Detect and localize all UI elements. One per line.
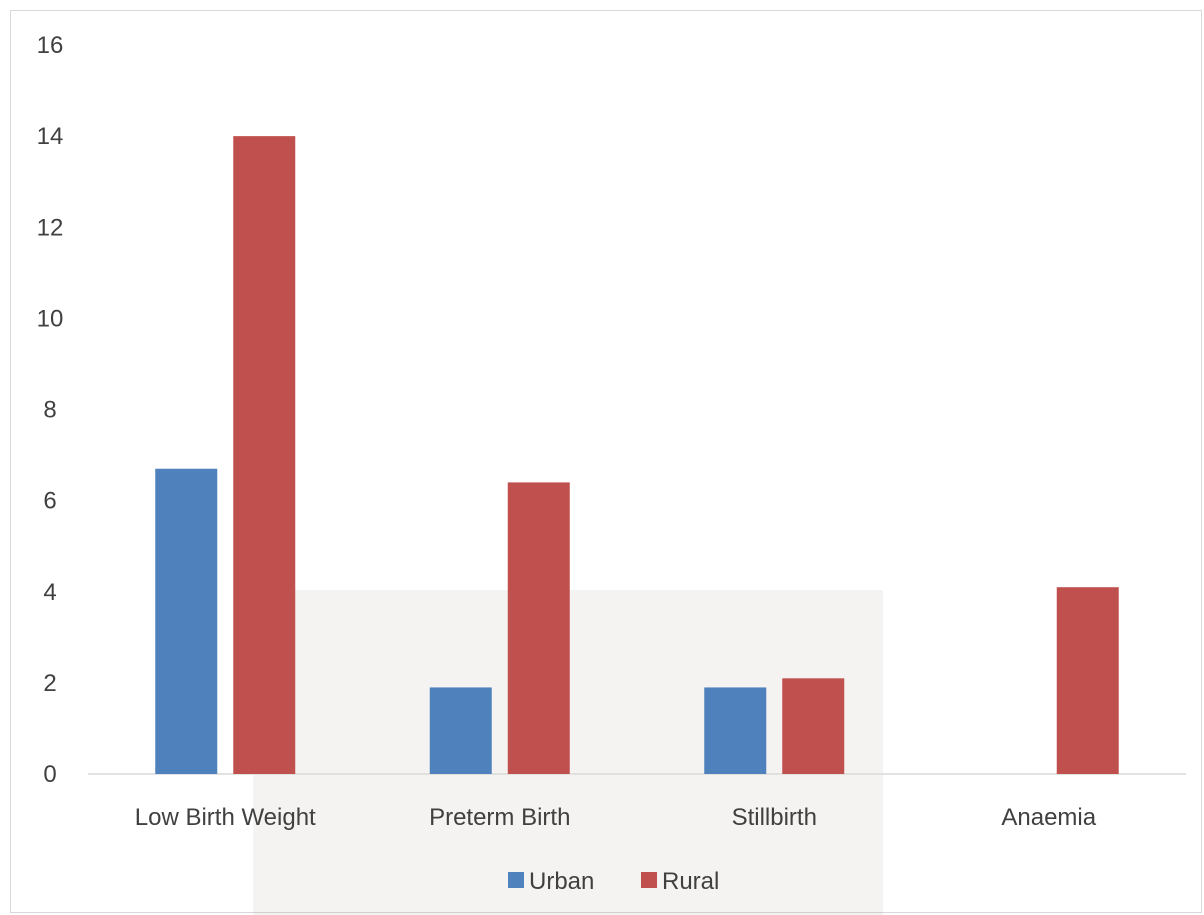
y-tick-label: 16 (37, 32, 64, 59)
y-tick-label: 8 (43, 397, 56, 424)
bar-rural (782, 678, 845, 774)
y-tick-label: 0 (43, 761, 56, 788)
x-tick-label: Stillbirth (732, 804, 817, 831)
legend-label-urban: Urban (529, 868, 594, 895)
legend-swatch-rural (641, 872, 657, 888)
legend: Urban Rural (508, 868, 719, 895)
bar-rural (1056, 587, 1119, 774)
x-tick-label: Anaemia (1001, 804, 1096, 831)
legend-swatch-urban (508, 872, 524, 888)
bars-group (155, 136, 1119, 774)
bar-rural (507, 482, 570, 774)
y-tick-label: 10 (37, 305, 64, 332)
x-axis: Low Birth Weight Preterm Birth Stillbirth A… (135, 804, 1097, 831)
y-tick-label: 2 (43, 670, 56, 697)
y-axis: 0 2 4 6 8 10 12 14 16 (37, 32, 64, 788)
y-tick-label: 6 (43, 488, 56, 515)
bar-urban (429, 687, 492, 774)
x-tick-label: Low Birth Weight (135, 804, 316, 831)
x-tick-label: Preterm Birth (429, 804, 570, 831)
bar-urban (155, 468, 218, 774)
y-tick-label: 14 (37, 123, 64, 150)
bar-rural (233, 136, 296, 774)
legend-label-rural: Rural (662, 868, 719, 895)
y-tick-label: 12 (37, 214, 64, 241)
y-tick-label: 4 (43, 579, 56, 606)
bar-urban (704, 687, 767, 774)
